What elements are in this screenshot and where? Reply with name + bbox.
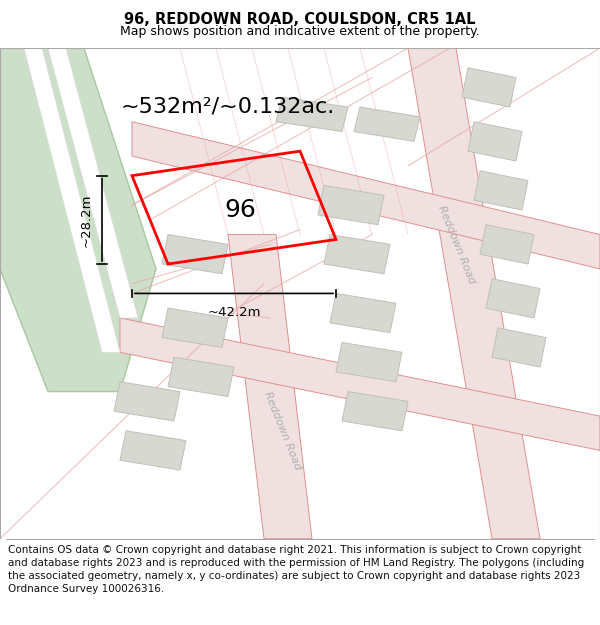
Polygon shape [492,328,546,367]
Polygon shape [462,68,516,107]
Polygon shape [468,122,522,161]
Text: ~42.2m: ~42.2m [207,306,261,319]
Text: Reddown Road: Reddown Road [436,204,476,285]
Polygon shape [354,107,420,141]
Text: ~532m²/~0.132ac.: ~532m²/~0.132ac. [121,97,335,117]
Text: Contains OS data © Crown copyright and database right 2021. This information is : Contains OS data © Crown copyright and d… [8,545,584,594]
Polygon shape [120,318,600,451]
Polygon shape [168,357,234,396]
Polygon shape [48,48,138,318]
Polygon shape [162,234,228,274]
Polygon shape [480,225,534,264]
Text: 96: 96 [224,198,256,222]
Polygon shape [132,122,600,269]
Polygon shape [330,294,396,333]
Polygon shape [162,308,228,348]
Polygon shape [24,48,120,352]
Polygon shape [276,97,348,131]
Polygon shape [342,391,408,431]
Polygon shape [408,48,540,539]
Polygon shape [228,234,312,539]
Text: 96, REDDOWN ROAD, COULSDON, CR5 1AL: 96, REDDOWN ROAD, COULSDON, CR5 1AL [124,12,476,27]
Polygon shape [120,431,186,470]
Polygon shape [336,342,402,382]
Polygon shape [324,234,390,274]
Polygon shape [114,382,180,421]
Polygon shape [0,48,156,391]
Polygon shape [318,186,384,225]
Polygon shape [474,171,528,210]
Polygon shape [486,279,540,318]
Text: Reddown Road: Reddown Road [262,390,302,471]
Text: Map shows position and indicative extent of the property.: Map shows position and indicative extent… [120,24,480,38]
Text: ~28.2m: ~28.2m [80,193,93,247]
